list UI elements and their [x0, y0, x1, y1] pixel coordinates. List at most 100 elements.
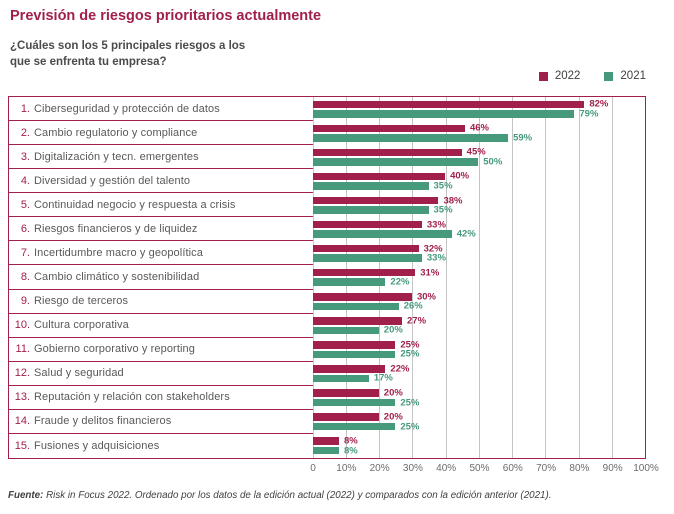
risk-bars: 20% 25%: [312, 410, 646, 434]
risk-label: Salud y seguridad: [34, 367, 124, 380]
risk-bar-chart: 1. Ciberseguridad y protección de datos …: [8, 96, 646, 459]
grid: [312, 97, 646, 458]
bar-value-2021: 79%: [579, 108, 599, 120]
bar-2021: [312, 422, 396, 431]
bar-value-2022: 82%: [589, 98, 609, 110]
bar-track: 38%: [312, 196, 645, 205]
gridline: [512, 97, 513, 458]
risk-row: 3. Digitalización y tecn. emergentes 45%…: [9, 145, 646, 170]
chart-subtitle: ¿Cuáles son los 5 principales riesgos a …: [10, 39, 245, 70]
risk-rank: 2.: [20, 126, 30, 139]
bar-track: 42%: [312, 229, 645, 238]
bar-track: 35%: [312, 181, 645, 190]
risk-row: 4. Diversidad y gestión del talento 40% …: [9, 169, 646, 194]
bar-track: 27%: [312, 316, 645, 325]
risk-row: 13. Reputación y relación con stakeholde…: [9, 386, 645, 410]
bar-value-2021: 33%: [426, 252, 446, 264]
bar-track: 17%: [312, 372, 645, 384]
risk-label-cell: 8. Cambio climático y sostenibilidad: [9, 265, 313, 290]
risk-bars: 30% 26%: [312, 290, 646, 314]
bar-value-2022: 46%: [469, 122, 489, 134]
risk-bars: 40% 35%: [312, 169, 646, 193]
risk-rank: 4.: [20, 174, 30, 187]
legend-label-2021: 2021: [620, 70, 646, 82]
bar-track: 25%: [312, 339, 645, 351]
bar-value-2022: 31%: [420, 266, 440, 278]
risk-row: 7. Incertidumbre macro y geopolítica 32%…: [9, 241, 646, 266]
risk-rank: 7.: [20, 246, 30, 259]
risk-label-cell: 5. Continuidad negocio y respuesta a cri…: [9, 193, 313, 218]
bar-value-2022: 33%: [426, 218, 446, 230]
bar-2022: [312, 148, 462, 157]
risk-label-cell: 3. Digitalización y tecn. emergentes: [9, 145, 313, 170]
bar-track: 32%: [312, 242, 645, 254]
risk-bars: 45% 50%: [312, 145, 646, 169]
risk-row: 15. Fusiones y adquisiciones 8% 8%: [9, 434, 645, 458]
risk-label-cell: 15. Fusiones y adquisiciones: [9, 434, 313, 458]
risk-rank: 11.: [15, 343, 30, 356]
bar-2021: [312, 134, 509, 142]
legend-label-2022: 2022: [554, 70, 581, 82]
risk-bars: 38% 35%: [312, 193, 646, 217]
risk-rank: 15.: [14, 439, 30, 452]
risk-rank: 14.: [14, 415, 30, 428]
risk-rank: 6.: [20, 222, 30, 235]
bar-track: 45%: [312, 146, 645, 158]
bar-track: 20%: [312, 387, 645, 399]
bar-value-2022: 25%: [400, 339, 420, 351]
risk-label-cell: 2. Cambio regulatorio y compliance: [9, 121, 313, 146]
x-tick: 90%: [602, 463, 623, 474]
bar-value-2022: 45%: [466, 146, 486, 158]
bar-track: 33%: [312, 218, 645, 230]
bar-2022: [312, 196, 439, 205]
risk-bars: 46% 59%: [312, 121, 646, 145]
risk-row: 9. Riesgo de terceros 30% 26%: [9, 290, 645, 314]
x-tick: 0: [310, 463, 316, 474]
bar-track: 35%: [312, 205, 645, 214]
x-tick: 10%: [336, 463, 357, 474]
risk-rank: 1.: [20, 102, 30, 115]
bar-2021: [312, 158, 479, 166]
risk-bars: 33% 42%: [312, 217, 646, 241]
risk-rank: 5.: [20, 198, 30, 211]
bar-track: 79%: [312, 108, 645, 120]
legend-swatch-2022-icon: [538, 71, 548, 81]
risk-bars: 8% 8%: [312, 434, 646, 458]
bar-2021: [312, 254, 422, 262]
bar-value-2022: 32%: [423, 242, 443, 254]
risk-bars: 32% 33%: [312, 241, 646, 265]
bar-value-2021: 25%: [400, 420, 420, 432]
bar-track: 30%: [312, 292, 645, 301]
gridline: [478, 97, 480, 458]
risk-row: 6. Riesgos financieros y de liquidez 33%…: [9, 217, 646, 242]
bar-track: 22%: [312, 277, 645, 286]
gridline: [445, 97, 447, 458]
risk-rank: 12.: [14, 367, 30, 380]
bar-2021: [312, 302, 399, 311]
risk-row: 8. Cambio climático y sostenibilidad 31%…: [9, 265, 645, 290]
bar-track: 8%: [312, 446, 645, 455]
risk-label-cell: 6. Riesgos financieros y de liquidez: [9, 217, 313, 242]
risk-bars: 20% 25%: [312, 386, 646, 410]
risk-row: 12. Salud y seguridad 22% 17%: [9, 362, 645, 386]
risk-label-cell: 9. Riesgo de terceros: [9, 290, 313, 314]
bar-2021: [312, 230, 452, 238]
risk-label: Ciberseguridad y protección de datos: [34, 102, 220, 115]
bar-value-2022: 20%: [383, 387, 403, 399]
x-tick: 70%: [536, 463, 557, 474]
source-label: Fuente:: [8, 490, 44, 501]
bar-value-2021: 20%: [383, 324, 403, 336]
risk-rows: 1. Ciberseguridad y protección de datos …: [9, 97, 645, 458]
bar-track: 22%: [312, 364, 645, 373]
risk-label-cell: 11. Gobierno corporativo y reporting: [9, 338, 313, 362]
bar-2022: [312, 220, 422, 229]
gridline: [545, 97, 547, 458]
bar-track: 33%: [312, 252, 645, 264]
gridline: [412, 97, 414, 458]
risk-row: 10. Cultura corporativa 27% 20%: [9, 314, 645, 338]
bar-value-2021: 17%: [373, 372, 393, 384]
bar-value-2021: 26%: [403, 300, 423, 312]
bar-2021: [312, 446, 340, 455]
bar-track: 82%: [312, 98, 645, 110]
x-axis: 0 10% 20% 30% 40% 50% 60% 70% 80% 90% 100%: [310, 463, 659, 476]
